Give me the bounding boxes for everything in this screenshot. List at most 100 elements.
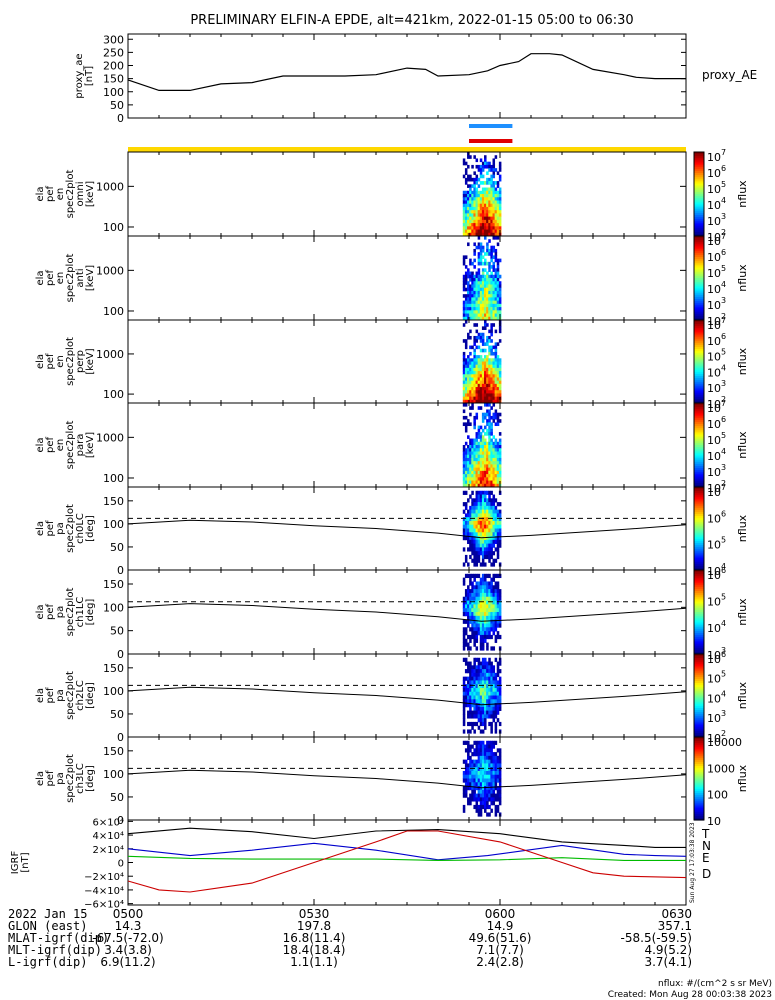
panel-frame (127, 33, 687, 119)
heatmap-cell (479, 755, 483, 761)
heatmap-cell (471, 680, 474, 685)
y-axis-label-line: pef (45, 687, 56, 704)
heatmap-cell (486, 210, 489, 214)
heatmap-cell (477, 793, 481, 798)
heatmap-cell (496, 358, 500, 362)
y-tick-label: 100 (103, 86, 124, 99)
heatmap-cell (494, 804, 498, 810)
heatmap-cell (475, 494, 479, 499)
heatmap-cell (469, 213, 472, 218)
colorbar-cell (694, 751, 704, 755)
heatmap-cell (462, 699, 466, 704)
heatmap-cell (473, 464, 476, 469)
heatmap-cell (477, 252, 481, 256)
heatmap-cell (498, 374, 502, 378)
heatmap-cell (467, 782, 470, 787)
colorbar-cell (694, 718, 704, 721)
heatmap-cell (488, 524, 491, 529)
heatmap-cell (477, 596, 481, 601)
heatmap-cell (462, 581, 466, 586)
heatmap-cell (469, 554, 472, 560)
heatmap-cell (496, 509, 500, 514)
colorbar-cell (694, 813, 704, 817)
colorbar-tick-label: 10 (707, 199, 721, 212)
heatmap-cell (477, 672, 481, 678)
heatmap-cell (471, 403, 474, 407)
heatmap-cell (475, 562, 479, 567)
colorbar-cell (694, 271, 704, 275)
heatmap-cell (481, 342, 485, 346)
heatmap-cell (481, 536, 485, 541)
heatmap-cell (481, 589, 485, 594)
heatmap-cell (479, 729, 483, 734)
heatmap-cell (486, 457, 489, 462)
heatmap-cell (496, 287, 500, 292)
heatmap-cell (475, 619, 479, 624)
heatmap-cell (481, 203, 485, 208)
heatmap-cell (492, 297, 496, 302)
heatmap-cell (490, 672, 493, 678)
heatmap-cell (486, 390, 489, 394)
heatmap-cell (464, 454, 468, 459)
heatmap-cell (498, 477, 502, 481)
heatmap-cell (479, 669, 483, 674)
y-axis-label-line: omni (75, 182, 86, 207)
heatmap-cell (464, 592, 468, 598)
colorbar-cell (694, 474, 704, 478)
heatmap-cell (486, 676, 489, 681)
heatmap-cell (484, 718, 487, 723)
heatmap-cell (473, 203, 476, 208)
heatmap-cell (469, 782, 472, 787)
heatmap-cell (471, 710, 474, 715)
heatmap-cell (496, 592, 500, 598)
heatmap-cell (479, 261, 483, 266)
heatmap-cell (494, 752, 498, 757)
heatmap-cell (475, 752, 479, 757)
heatmap-cell (471, 380, 474, 385)
heatmap-cell (475, 364, 479, 369)
heatmap-cell (496, 213, 500, 218)
heatmap-cell (464, 612, 468, 617)
heatmap-cell (475, 665, 479, 670)
colorbar-cell (694, 639, 704, 642)
heatmap-cell (484, 320, 487, 324)
heatmap-cell (481, 383, 485, 388)
heatmap-cell (462, 383, 466, 388)
heatmap-cell (479, 435, 483, 439)
heatmap-cell (469, 646, 472, 651)
heatmap-cell (490, 332, 493, 337)
heatmap-cell (473, 313, 476, 318)
heatmap-cell (477, 608, 481, 613)
heatmap-cell (475, 554, 479, 560)
heatmap-cell (477, 536, 481, 541)
heatmap-cell (490, 755, 493, 761)
heatmap-cell (488, 672, 491, 678)
x-axis-row-value: 0530 (299, 907, 330, 921)
heatmap-cell (473, 517, 476, 522)
heatmap-cell (475, 393, 479, 398)
heatmap-cell (484, 155, 487, 159)
heatmap-cell (469, 187, 472, 192)
heatmap-cell (488, 755, 491, 761)
heatmap-cell (488, 316, 491, 321)
heatmap-cell (467, 752, 470, 757)
colorbar-cell (694, 565, 704, 569)
heatmap-cell (494, 445, 498, 449)
heatmap-cell (488, 789, 491, 794)
heatmap-cell (469, 203, 472, 208)
heatmap-cell (496, 281, 500, 285)
heatmap-cell (467, 358, 470, 362)
heatmap-cell (494, 657, 498, 662)
heatmap-cell (467, 684, 470, 689)
colorbar-cell (694, 580, 704, 584)
heatmap-cell (484, 303, 487, 308)
colorbar-tick-label: 10 (707, 299, 721, 312)
heatmap-cell (475, 524, 479, 529)
colorbar-cell (694, 225, 704, 229)
heatmap-cell (464, 339, 468, 343)
heatmap-cell (471, 448, 474, 452)
y-tick-label: 0 (117, 112, 124, 125)
heatmap-cell (486, 187, 489, 192)
heatmap-cell (469, 329, 472, 334)
